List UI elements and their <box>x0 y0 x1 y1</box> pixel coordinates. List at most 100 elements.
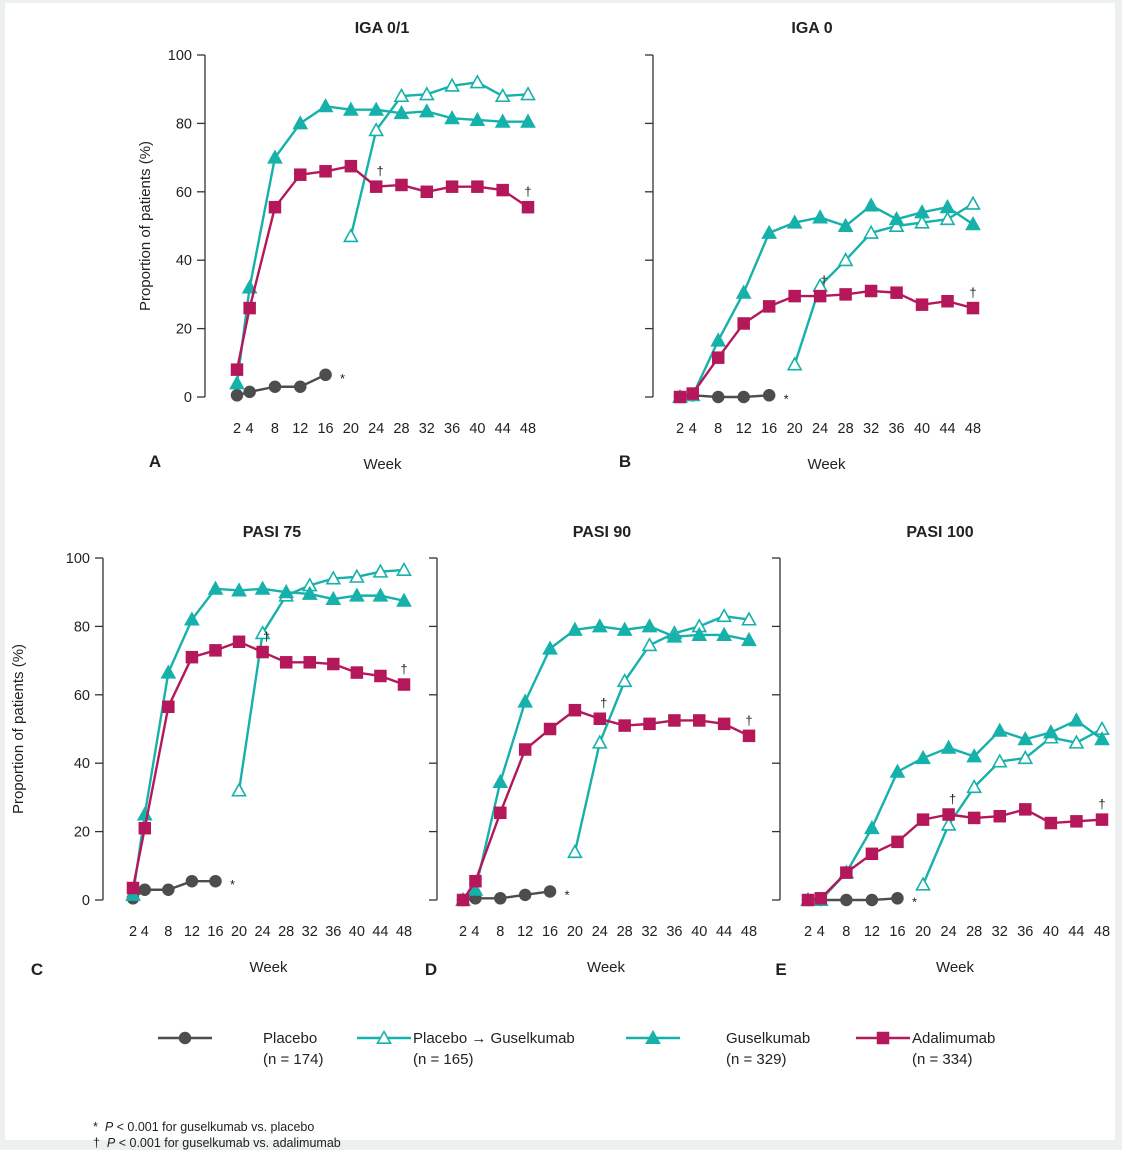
legend-marker <box>876 1031 890 1045</box>
data-point <box>865 847 879 861</box>
data-point <box>294 380 307 393</box>
data-point <box>494 806 507 820</box>
annotation-dagger: † <box>969 285 976 300</box>
y-axis-label: Proportion of patients (%) <box>10 644 27 814</box>
series-guselkumab <box>229 98 536 390</box>
data-point <box>543 722 557 736</box>
data-point <box>279 656 293 669</box>
data-point <box>762 389 776 402</box>
x-tick-label: 16 <box>542 924 558 940</box>
x-tick-label: 40 <box>349 924 365 940</box>
series-placebo-guselkumab <box>343 74 536 243</box>
data-point <box>942 808 955 821</box>
x-tick-label: 8 <box>271 421 279 437</box>
data-point <box>1068 734 1085 749</box>
panel-letter: C <box>31 960 43 979</box>
data-point <box>162 700 175 714</box>
annotation-asterisk: * <box>912 894 917 909</box>
data-point <box>1068 712 1085 727</box>
data-point <box>243 385 256 399</box>
data-point <box>243 301 256 315</box>
x-tick-label: 12 <box>184 924 200 940</box>
footnote-p: P <box>106 1136 116 1150</box>
x-tick-label: 12 <box>736 421 752 437</box>
data-point <box>939 199 956 214</box>
series-line <box>349 81 529 237</box>
data-point <box>294 168 307 181</box>
data-point <box>1095 813 1109 826</box>
data-point <box>668 714 681 727</box>
data-point <box>864 284 878 298</box>
data-point <box>372 587 389 602</box>
data-point <box>256 645 269 659</box>
legend-item-placebo-gus: Placebo → Guselkumab (n = 165) <box>357 1029 575 1068</box>
x-tick-label: 2 <box>804 924 812 940</box>
annotation-dagger: † <box>821 273 828 288</box>
data-point <box>735 284 752 299</box>
data-point <box>231 582 247 597</box>
annotation-asterisk: * <box>230 877 235 892</box>
data-point <box>396 592 412 607</box>
series-adalimumab <box>673 284 980 404</box>
data-point <box>319 165 332 178</box>
data-point <box>350 666 364 679</box>
y-axis-label: Proportion of patients (%) <box>137 141 154 311</box>
legend-count: (n = 334) <box>912 1051 972 1068</box>
x-tick-label: 20 <box>567 924 583 940</box>
data-point <box>1070 815 1083 828</box>
x-tick-label: 48 <box>965 421 981 437</box>
data-point <box>469 874 482 888</box>
data-point <box>641 637 658 652</box>
data-point <box>801 893 815 907</box>
x-tick-label: 4 <box>471 924 479 940</box>
series-line <box>462 625 750 901</box>
x-tick-label: 24 <box>941 924 957 940</box>
x-tick-label: 24 <box>255 924 271 940</box>
data-point <box>966 301 980 315</box>
legend-item-guselkumab: Guselkumab (n = 329) <box>626 1029 810 1068</box>
series-adalimumab <box>230 159 535 376</box>
panel-letter: A <box>149 452 161 471</box>
annotation-asterisk: * <box>565 887 570 902</box>
panel-a: IGA 0/1 0 20 40 60 80 100 Proportion of patient… <box>137 20 536 473</box>
annotation-asterisk: * <box>340 371 345 386</box>
data-point <box>737 390 750 404</box>
x-tick-label: 20 <box>787 421 803 437</box>
x-tick-label: 2 <box>459 924 467 940</box>
data-point <box>939 211 956 226</box>
data-point <box>741 631 757 647</box>
annotation-dagger: † <box>524 184 531 199</box>
data-point <box>494 113 511 128</box>
series-adalimumab <box>801 803 1109 907</box>
x-tick-label: 36 <box>666 924 682 940</box>
data-point <box>914 214 930 229</box>
data-point <box>254 580 271 595</box>
data-point <box>865 893 879 907</box>
data-point <box>543 885 557 898</box>
data-point <box>292 115 309 130</box>
data-point <box>1017 749 1034 765</box>
x-tick-label: 48 <box>1094 924 1110 940</box>
data-point <box>591 618 608 633</box>
x-tick-label: 44 <box>495 421 511 437</box>
x-tick-label: 36 <box>444 421 460 437</box>
data-point <box>618 719 631 732</box>
series-placebo <box>126 874 222 905</box>
data-point <box>325 570 342 585</box>
x-tick-label: 8 <box>842 924 850 940</box>
series-guselkumab <box>455 618 757 907</box>
data-point <box>965 195 981 210</box>
data-point <box>888 217 905 232</box>
data-point <box>420 185 434 199</box>
x-tick-label: 8 <box>164 924 172 940</box>
data-point <box>241 279 258 294</box>
data-point <box>456 893 470 907</box>
data-point <box>368 101 385 116</box>
series-line <box>807 808 1103 902</box>
footnote-symbol: * <box>93 1120 98 1134</box>
legend-marker <box>178 1031 192 1045</box>
data-point <box>686 387 699 400</box>
x-tick-label: 36 <box>888 421 904 437</box>
